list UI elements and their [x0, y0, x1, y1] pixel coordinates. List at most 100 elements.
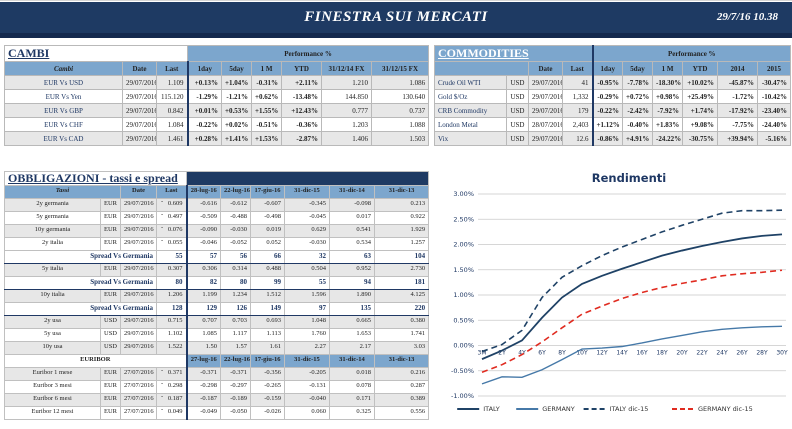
- spread-value: 56: [220, 249, 251, 264]
- spread-value: 149: [250, 301, 285, 316]
- perf-value: +2.11%: [281, 75, 323, 90]
- instrument-name: 5y italia: [4, 262, 101, 277]
- cambi-row: EUR Vs GBP 29/07/2016 0.842 +0.01% +0.53% +1.…: [4, 103, 430, 118]
- instrument-name: 2y italia: [4, 236, 101, 251]
- perf-value: -30.47%: [757, 75, 791, 90]
- history-value: 1.234: [220, 288, 251, 303]
- section-title: CAMBI: [8, 46, 50, 61]
- last-value: 2,403: [562, 117, 593, 132]
- series-italy: [481, 233, 783, 360]
- cambi-row: EUR Vs USD 29/07/2016 1.109 +0.13% +1.04% -0.…: [4, 75, 430, 90]
- perf-value: +9.08%: [682, 117, 718, 132]
- instrument-name: Crude Oil WTI: [434, 75, 507, 90]
- history-value: -0.488: [220, 210, 251, 225]
- perf-value: +0.28%: [186, 131, 223, 146]
- commodities-header-row: Date Last 1day 5day 1 M YTD 2014 2015: [434, 61, 791, 76]
- instrument-name: 10y usa: [4, 340, 101, 355]
- spread-label: Spread Vs Germania: [4, 275, 157, 290]
- history-value: 1.741: [373, 327, 430, 342]
- x-tick-label: 28Y: [756, 350, 768, 357]
- last-value: 1.461: [155, 131, 189, 146]
- commodities-title-cell: COMMODITIES: [434, 45, 593, 62]
- bond-row: 10y germania EUR 29/07/2016-0.076 -0.090 -0.…: [4, 223, 430, 238]
- history-value: 0.018: [329, 366, 375, 381]
- perf-value: -7.78%: [622, 75, 653, 90]
- yield-curve-chart: Rendimenti 3.00% 2.50% 2.00% 1.50% 1.00% 0.50%…: [451, 171, 788, 413]
- history-value: -0.616: [185, 197, 221, 212]
- y-tick-label: 1.50%: [453, 266, 474, 274]
- spread-value: 80: [220, 275, 251, 290]
- perf-value: +1.04%: [221, 75, 253, 90]
- spread-row: Spread Vs Germania 128 129 126 149 97 135 220: [4, 301, 430, 316]
- fx-2015: 130.640: [371, 89, 430, 104]
- column-header: 1 M: [652, 61, 683, 76]
- x-tick-label: 24Y: [716, 350, 728, 357]
- column-header: 17-giu-16: [250, 353, 285, 368]
- commodities-table: COMMODITIES Performance % Date Last 1day 5day…: [434, 45, 791, 146]
- history-value: 0.216: [373, 366, 430, 381]
- instrument-name: EUR Vs CHF: [4, 117, 123, 132]
- perf-value: -0.40%: [622, 117, 653, 132]
- perf-value: -0.31%: [251, 75, 283, 90]
- fx-2014: 1.203: [321, 117, 373, 132]
- column-header: 22-lug-16: [220, 353, 251, 368]
- value: 0.298: [167, 382, 183, 390]
- perf-value: +0.01%: [186, 103, 223, 118]
- perf-value: -23.40%: [757, 103, 791, 118]
- perf-value: -0.29%: [591, 89, 623, 104]
- x-tick-label: 20Y: [676, 350, 688, 357]
- last-value: -0.049: [156, 405, 187, 420]
- commodity-row: Crude Oil WTI USD 29/07/2016 41 -0.95% -7.78%…: [434, 75, 791, 90]
- instrument-name: EUR Vs GBP: [4, 103, 123, 118]
- minus-sign: -: [161, 237, 164, 244]
- currency: EUR: [100, 392, 121, 407]
- spread-value: 220: [373, 301, 430, 316]
- x-tick-label: 4Y: [518, 350, 526, 357]
- history-value: 1.596: [284, 288, 330, 303]
- perf-value: +0.98%: [652, 89, 683, 104]
- perf-value: -0.95%: [591, 75, 623, 90]
- bond-row: 10y usa USD 29/07/2016 1.522 1.50 1.57 1.61 2.2…: [4, 340, 430, 355]
- commodity-row: London Metal USD 28/07/2016 2,403 +1.12% -0.4…: [434, 117, 791, 132]
- quote-date: 29/07/2016: [122, 75, 157, 90]
- history-value: -0.046: [185, 236, 221, 251]
- perf-value: -0.22%: [186, 117, 223, 132]
- currency: USD: [506, 103, 529, 118]
- column-header: 31-dic-15: [284, 184, 330, 199]
- instrument-name: Euribor 6 mesi: [4, 392, 101, 407]
- last-value: -0.609: [156, 197, 187, 212]
- perf-value: +4.91%: [622, 131, 653, 146]
- section-title: COMMODITIES: [438, 46, 529, 61]
- quote-date: 29/07/2016: [120, 236, 157, 251]
- history-value: -0.030: [284, 236, 330, 251]
- quote-date: 29/07/2016: [120, 340, 157, 355]
- column-header: Last: [156, 184, 187, 199]
- history-value: -0.030: [220, 223, 251, 238]
- instrument-name: 5y germania: [4, 210, 101, 225]
- x-tick-label: 26Y: [736, 350, 748, 357]
- history-value: 0.060: [284, 405, 330, 420]
- column-header: 5day: [221, 61, 253, 76]
- column-header: 28-lug-16: [185, 184, 221, 199]
- perf-value: -0.22%: [591, 103, 623, 118]
- history-value: -0.498: [250, 210, 285, 225]
- spread-value: 66: [250, 249, 285, 264]
- obbligazioni-title-cell: OBBLIGAZIONI - tassi e spread: [4, 171, 187, 186]
- rendimenti-chart: Rendimenti 3.00% 2.50% 2.00% 1.50% 1.00% 0.50%…: [434, 164, 792, 429]
- top-banner: FINESTRA SUI MERCATI 29/7/16 10.38: [0, 2, 792, 33]
- value: 0.609: [167, 200, 183, 208]
- perf-value: -5.16%: [757, 131, 791, 146]
- history-value: 0.052: [250, 236, 285, 251]
- history-value: 0.665: [329, 314, 375, 329]
- spread-value: 99: [250, 275, 285, 290]
- last-value: 1.522: [156, 340, 187, 355]
- history-value: 0.504: [284, 262, 330, 277]
- perf-value: +12.43%: [281, 103, 323, 118]
- euribor-row: Euribor 1 mese EUR 27/07/2016-0.371 -0.371-…: [4, 366, 430, 381]
- report-datetime: 29/7/16 10.38: [716, 11, 778, 23]
- minus-sign: -: [161, 224, 164, 231]
- history-value: -0.356: [250, 366, 285, 381]
- perf-value: -2.87%: [281, 131, 323, 146]
- history-value: 1.929: [373, 223, 430, 238]
